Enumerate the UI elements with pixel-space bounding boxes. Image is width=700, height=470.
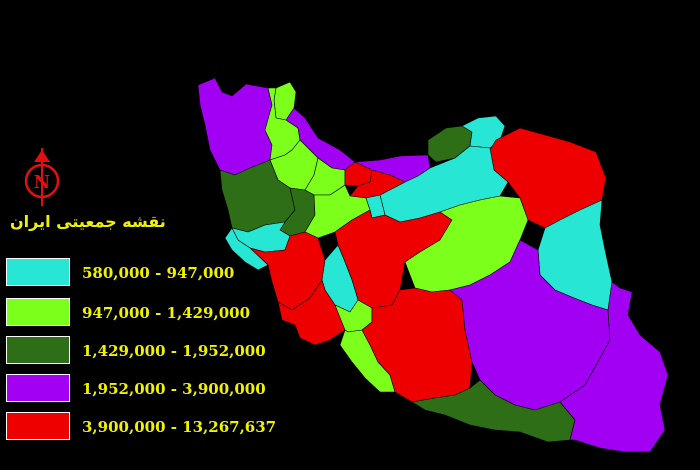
province-ilam [224, 227, 269, 271]
legend-swatch [6, 374, 70, 402]
province-sistan-baluchestan [559, 281, 669, 453]
legend-range-label: 947,000 - 1,429,000 [82, 304, 251, 322]
legend-range-label: 1,952,000 - 3,900,000 [82, 380, 266, 398]
legend-range-label: 580,000 - 947,000 [82, 264, 235, 282]
north-arrow-icon: N [24, 148, 60, 206]
legend-item: 947,000 - 1,429,000 [6, 298, 306, 328]
legend-range-label: 3,900,000 - 13,267,637 [82, 418, 277, 436]
legend-swatch [6, 258, 70, 286]
legend-item: 3,900,000 - 13,267,637 [6, 412, 306, 442]
legend-item: 580,000 - 947,000 [6, 258, 306, 288]
legend-swatch [6, 298, 70, 326]
legend-item: 1,429,000 - 1,952,000 [6, 336, 306, 366]
province-west-azerbaijan [197, 77, 273, 176]
legend-range-label: 1,429,000 - 1,952,000 [82, 342, 266, 360]
compass-letter: N [34, 172, 50, 193]
legend-swatch [6, 412, 70, 440]
map-title: نقشه جمعیتی ایران [10, 212, 166, 231]
legend-swatch [6, 336, 70, 364]
legend-item: 1,952,000 - 3,900,000 [6, 374, 306, 404]
